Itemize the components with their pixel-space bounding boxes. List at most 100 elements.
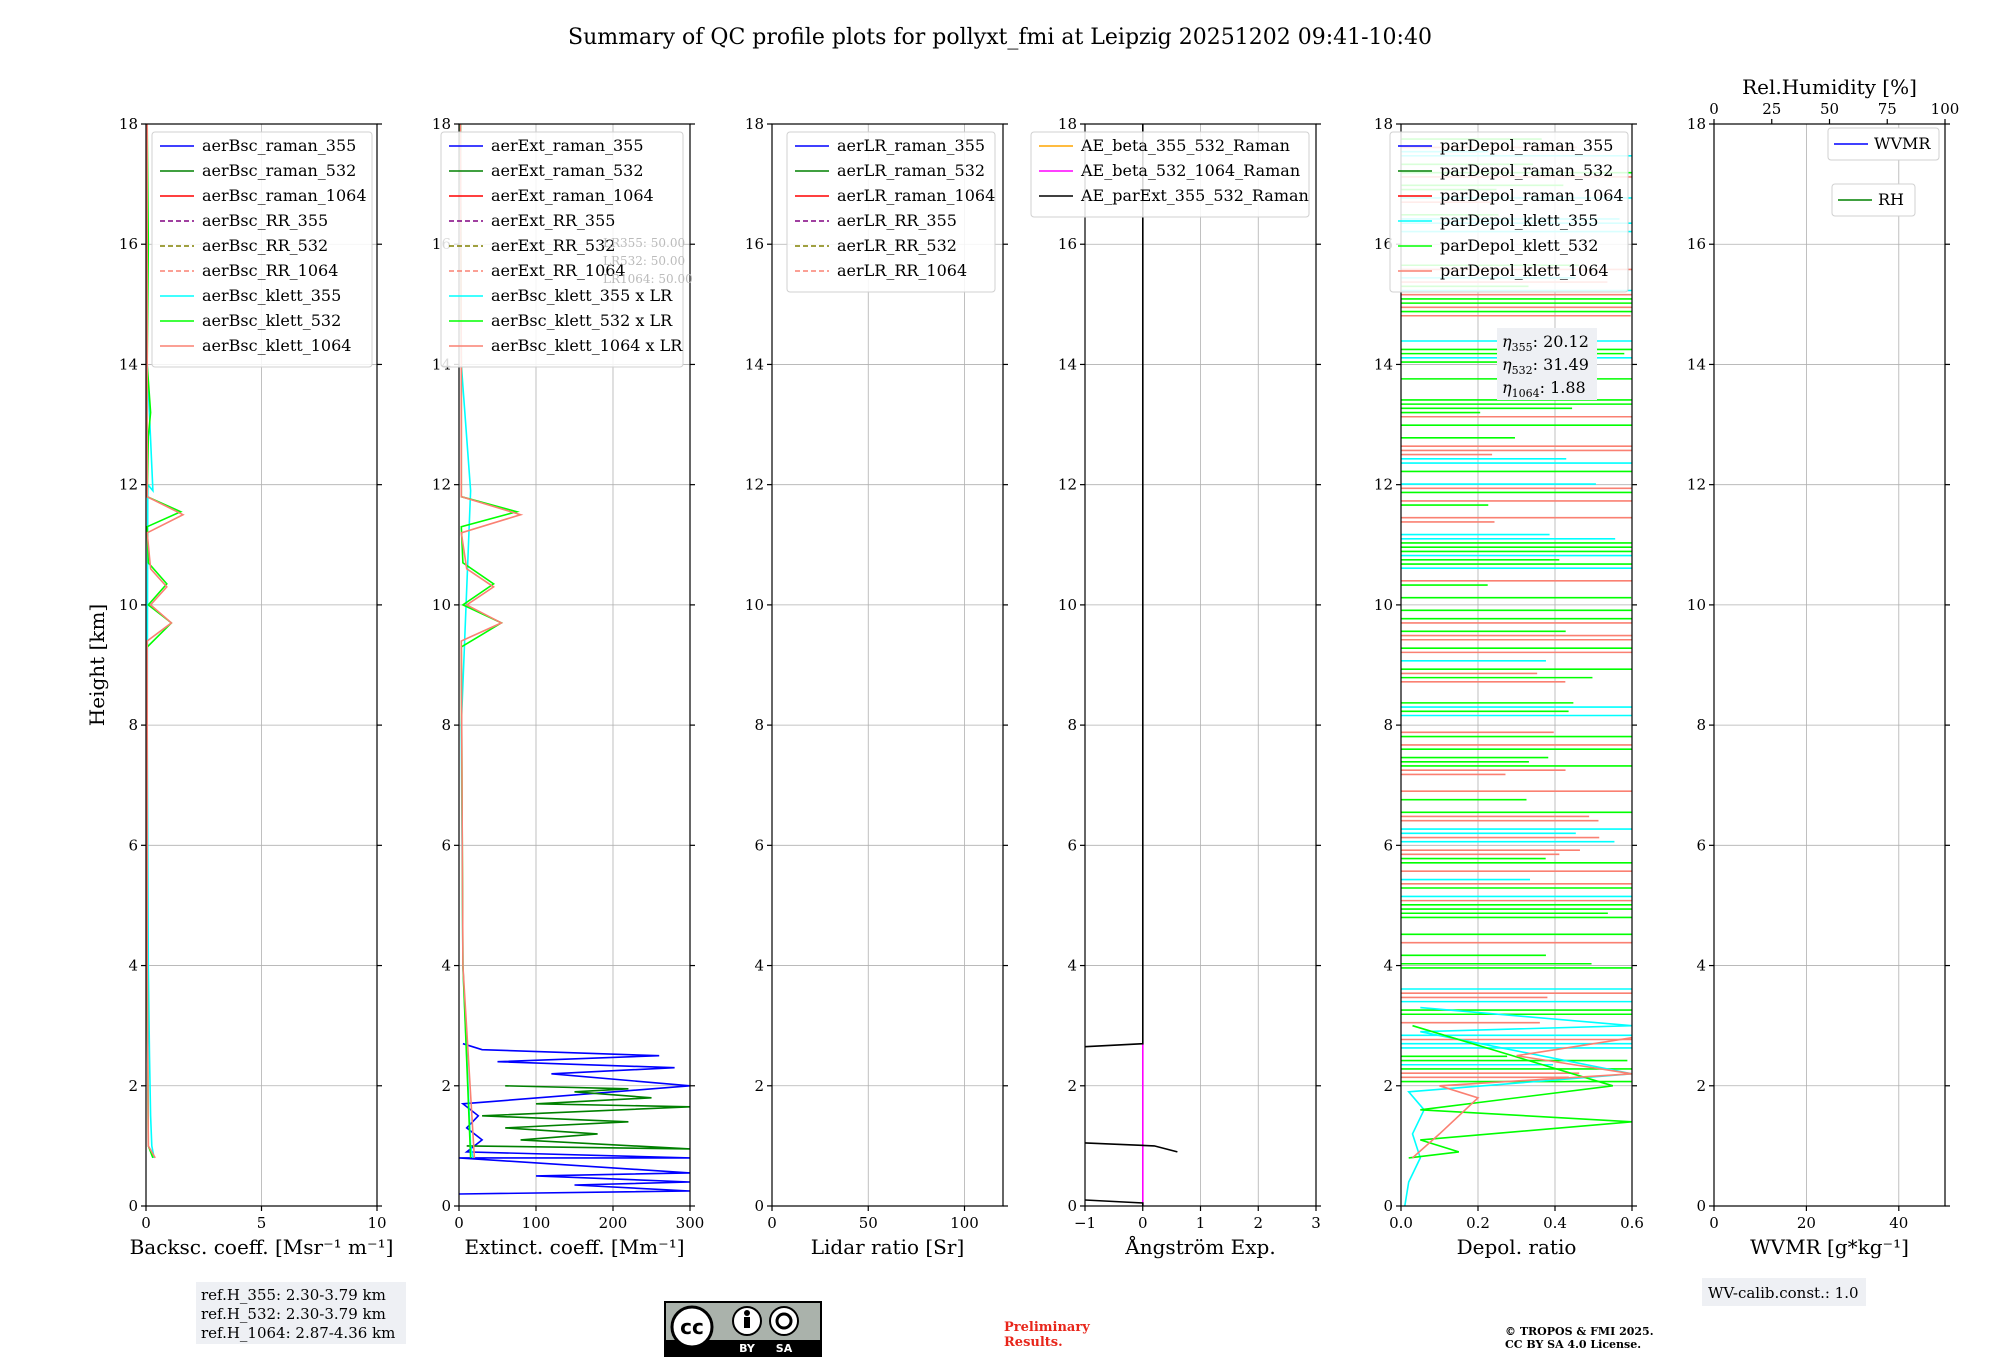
legend-label: aerBsc_klett_1064 xyxy=(202,336,351,355)
y-tick-label: 6 xyxy=(1067,836,1077,854)
y-tick-label: 10 xyxy=(1058,596,1077,614)
y-tick-label: 10 xyxy=(1687,596,1706,614)
y-tick-label: 12 xyxy=(1058,476,1077,494)
x-tick-label: 50 xyxy=(859,1214,878,1232)
legend-label: parDepol_klett_355 xyxy=(1440,211,1598,230)
legend-box xyxy=(1030,131,1310,218)
legend-label: aerBsc_RR_532 xyxy=(202,236,328,255)
y-tick-label: 8 xyxy=(754,716,764,734)
x-tick-label: 3 xyxy=(1311,1214,1321,1232)
y-tick-label: 0 xyxy=(754,1197,764,1215)
legend-label: aerBsc_RR_355 xyxy=(202,211,328,230)
panel-lr: 0 2 4 6 8 10 12 14 16 18 0 50 100 Lidar ratio [Sr] aer… xyxy=(745,115,1008,1259)
legend-label: parDepol_klett_1064 xyxy=(1440,261,1609,280)
series-AE_parExt_355_532_Raman_b xyxy=(1085,1142,1178,1153)
copyright-line1: © TROPOS & FMI 2025. xyxy=(1505,1325,1654,1338)
panel-depol: 0 2 4 6 8 10 12 14 16 18 0.0 0.2 0.4 0.6 Depol. ratio p… xyxy=(1374,115,1644,1259)
y-tick-label: 18 xyxy=(1687,115,1706,133)
y-tick-label: 14 xyxy=(1058,355,1077,373)
legend-box xyxy=(1389,131,1629,293)
preliminary-line2: Results. xyxy=(1004,1335,1063,1350)
legend-label: aerBsc_RR_1064 xyxy=(202,261,338,280)
legend-label: aerBsc_klett_532 xyxy=(202,311,341,330)
x-tick-label: 0 xyxy=(1709,1214,1719,1232)
legend-label: RH xyxy=(1878,190,1904,209)
panel-ext: 0246810121416180100200300Extinct. coeff.… xyxy=(432,115,704,1259)
y-tick-label: 6 xyxy=(441,836,451,854)
ref-heights-box: ref.H_355: 2.30-3.79 km ref.H_532: 2.30-… xyxy=(196,1282,406,1344)
legend-label: aerExt_raman_1064 xyxy=(491,186,654,205)
legend-label: aerExt_RR_1064 xyxy=(491,261,626,280)
y-axis-label: Height [km] xyxy=(85,604,109,726)
series-parDepol_klett_1064 xyxy=(1411,1036,1632,1159)
rh-tick-label: 25 xyxy=(1762,100,1781,118)
legend-label: aerLR_raman_532 xyxy=(837,161,985,180)
legend-label: aerLR_RR_532 xyxy=(837,236,957,255)
legend-label: WVMR xyxy=(1874,134,1931,153)
y-tick-label: 12 xyxy=(1374,476,1393,494)
series-group-ae xyxy=(1085,124,1178,1206)
series-parDepol_klett_355 xyxy=(1404,1006,1632,1206)
legend-box xyxy=(786,131,996,293)
y-tick-label: 14 xyxy=(1687,355,1706,373)
y-tick-label: 0 xyxy=(1696,1197,1706,1215)
y-tick-label: 2 xyxy=(128,1077,138,1095)
y-tick-label: 10 xyxy=(432,596,451,614)
y-tick-label: 18 xyxy=(119,115,138,133)
series-AE_parExt_355_532_Raman xyxy=(1085,1199,1144,1206)
cc-logo-text: cc xyxy=(680,1315,704,1339)
y-tick-label: 18 xyxy=(1374,115,1393,133)
legend-box xyxy=(1827,127,1940,161)
x-tick-label: 5 xyxy=(257,1214,267,1232)
series-aerBsc_klett_1064 xyxy=(146,124,185,1159)
x-tick-label: 200 xyxy=(599,1214,628,1232)
legend-label: aerBsc_raman_355 xyxy=(202,136,356,155)
legend-label: aerBsc_klett_355 xyxy=(202,286,341,305)
cc-sa-label: SA xyxy=(776,1342,793,1355)
y-tick-label: 4 xyxy=(128,957,138,975)
y-tick-label: 10 xyxy=(119,596,138,614)
y-tick-label: 16 xyxy=(1058,235,1077,253)
legend-box xyxy=(440,131,684,368)
ref-height-355: ref.H_355: 2.30-3.79 km xyxy=(201,1286,386,1304)
axes-frame xyxy=(1713,123,1946,1207)
legend-label: aerBsc_klett_355 x LR xyxy=(491,286,673,305)
y-tick-label: 2 xyxy=(1696,1077,1706,1095)
series-aerExt_raman_355 xyxy=(459,1042,690,1195)
y-tick-label: 8 xyxy=(1067,716,1077,734)
x-tick-label: 100 xyxy=(522,1214,551,1232)
figure-title: Summary of QC profile plots for pollyxt_… xyxy=(568,25,1432,50)
y-tick-label: 8 xyxy=(441,716,451,734)
wv-calib-const: WV-calib.const.: 1.0 xyxy=(1708,1284,1859,1302)
plots-container: 0 2 4 6 8 10 12 14 16 18 0 5 10 Backsc. coeff. [Msr⁻¹… xyxy=(85,75,1959,1259)
x-axis-label-bsc: Backsc. coeff. [Msr⁻¹ m⁻¹] xyxy=(130,1235,394,1259)
y-tick-label: 4 xyxy=(754,957,764,975)
y-tick-label: 0 xyxy=(1067,1197,1077,1215)
x-tick-label: 0 xyxy=(767,1214,777,1232)
x-tick-label: 100 xyxy=(950,1214,979,1232)
y-tick-label: 8 xyxy=(128,716,138,734)
y-tick-label: 0 xyxy=(1383,1197,1393,1215)
y-tick-label: 10 xyxy=(745,596,764,614)
legend-label: parDepol_klett_532 xyxy=(1440,236,1598,255)
eta-355: η355: 20.12 xyxy=(1502,332,1589,354)
y-tick-label: 4 xyxy=(1696,957,1706,975)
y-tick-label: 6 xyxy=(1383,836,1393,854)
series-group-depol xyxy=(1401,138,1632,1206)
x-tick-label: 0.4 xyxy=(1543,1214,1567,1232)
wv-calib-bg xyxy=(1702,1278,1866,1306)
x-axis-label-wv: WVMR [g*kg⁻¹] xyxy=(1750,1235,1909,1259)
x-tick-label: 0.0 xyxy=(1389,1214,1413,1232)
x-axis-label-lr: Lidar ratio [Sr] xyxy=(811,1235,965,1259)
axes-frame xyxy=(458,123,691,1207)
y-tick-label: 6 xyxy=(128,836,138,854)
legend-label: aerExt_raman_532 xyxy=(491,161,644,180)
faint-lr-label: LR1064: 50.00 xyxy=(603,272,693,286)
x-tick-label: 0.6 xyxy=(1620,1214,1644,1232)
y-tick-label: 16 xyxy=(745,235,764,253)
y-tick-label: 18 xyxy=(1058,115,1077,133)
cc-by-label: BY xyxy=(739,1342,756,1355)
